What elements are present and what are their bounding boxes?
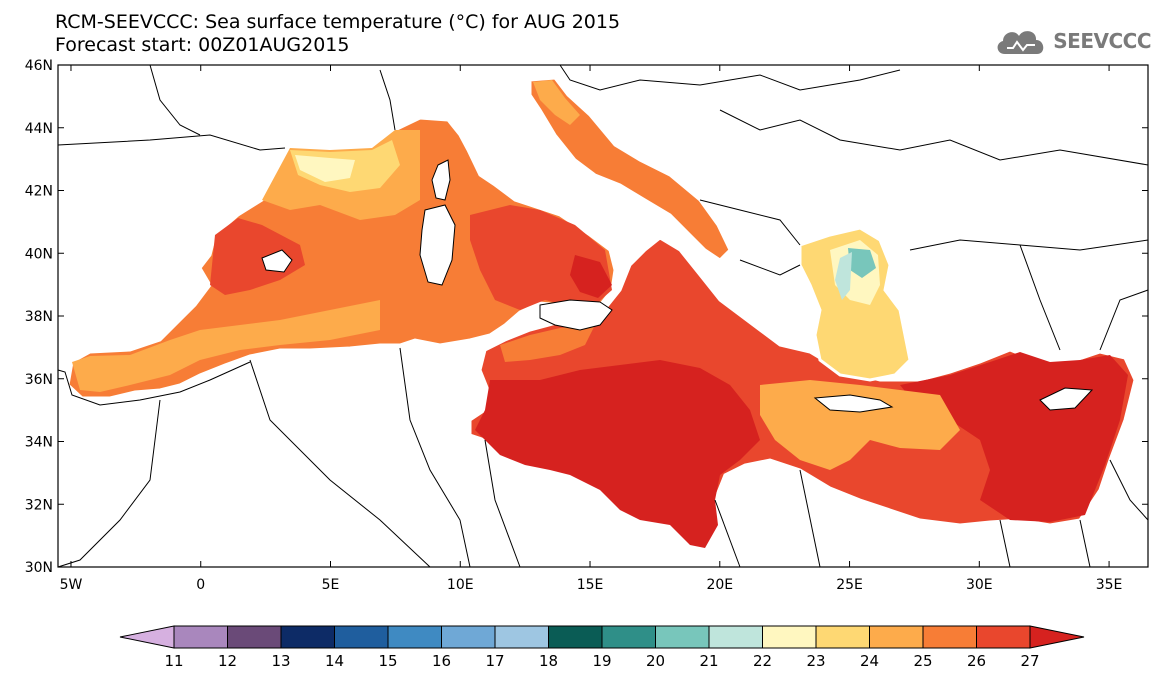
colorbar-label: 14 bbox=[325, 652, 344, 670]
lon-tick-label: 35E bbox=[1096, 577, 1123, 593]
south-crete-sst bbox=[760, 380, 960, 470]
colorbar-segment bbox=[708, 625, 763, 649]
colorbar-over-arrow bbox=[1029, 625, 1085, 649]
lat-tick-label: 32N bbox=[25, 497, 53, 513]
lat-tick-label: 34N bbox=[25, 435, 53, 451]
colorbar-label: 25 bbox=[913, 652, 932, 670]
aegean-sst bbox=[798, 226, 912, 382]
colorbar-label: 23 bbox=[806, 652, 825, 670]
colorbar-segment bbox=[173, 625, 228, 649]
sardinia-island bbox=[419, 204, 456, 286]
colorbar-label: 13 bbox=[271, 652, 290, 670]
colorbar-label: 16 bbox=[432, 652, 451, 670]
sea-surface-temperature-field bbox=[66, 76, 1137, 550]
lat-tick-label: 42N bbox=[25, 184, 53, 200]
cyprus-island bbox=[1039, 387, 1094, 411]
lon-tick-label: 30E bbox=[966, 577, 993, 593]
islands bbox=[261, 159, 1094, 413]
lat-tick-label: 46N bbox=[25, 58, 53, 74]
forecast-start-label: Forecast start: 00Z01AUG2015 bbox=[55, 34, 350, 56]
lon-tick-label: 20E bbox=[706, 577, 733, 593]
colorbar-label: 18 bbox=[539, 652, 558, 670]
logo-text: SEEVCCC bbox=[1053, 29, 1151, 53]
seevccc-logo: SEEVCCC bbox=[993, 24, 1151, 58]
central-hot-sst bbox=[475, 360, 760, 548]
colorbar-segment bbox=[227, 625, 282, 649]
gulf-of-lion-coolest-sst bbox=[295, 155, 355, 182]
colorbar-segment bbox=[494, 625, 549, 649]
colorbar-segment bbox=[334, 625, 389, 649]
adriatic-north-sst bbox=[533, 80, 580, 125]
colorbar-segment bbox=[655, 625, 710, 649]
aegean-north-sst bbox=[835, 252, 852, 300]
colorbar-label: 27 bbox=[1020, 652, 1039, 670]
lat-tick-label: 36N bbox=[25, 372, 53, 388]
colorbar-segment bbox=[976, 625, 1031, 649]
colorbar-segment bbox=[441, 625, 496, 649]
colorbar-segment bbox=[869, 625, 924, 649]
cloud-icon bbox=[997, 31, 1044, 54]
lat-tick-label: 30N bbox=[25, 560, 53, 576]
lon-tick-label: 0 bbox=[196, 577, 205, 593]
lon-tick-label: 15E bbox=[577, 577, 604, 593]
colorbar-segment bbox=[387, 625, 442, 649]
tyrrhenian-hot-sst bbox=[570, 255, 612, 298]
colorbar-label: 20 bbox=[646, 652, 665, 670]
lon-tick-label: 25E bbox=[836, 577, 863, 593]
colorbar-label: 26 bbox=[967, 652, 986, 670]
lat-tick-label: 40N bbox=[25, 246, 53, 262]
lat-tick-label: 38N bbox=[25, 309, 53, 325]
latitude-ticks: 46N 44N 42N 40N 38N 36N 34N 32N 30N bbox=[25, 58, 1148, 576]
sicily-channel-sst bbox=[500, 325, 595, 362]
balearic-warm-sst bbox=[210, 218, 305, 295]
colorbar-label: 12 bbox=[218, 652, 237, 670]
aegean-coolest-sst bbox=[848, 248, 876, 278]
adriatic-sst bbox=[528, 76, 732, 262]
colorbar-segment bbox=[922, 625, 977, 649]
colorbar-under-arrow bbox=[119, 625, 175, 649]
sicily-island bbox=[539, 299, 613, 331]
colorbar-segment bbox=[280, 625, 335, 649]
map-title: RCM-SEEVCCC: Sea surface temperature (°C… bbox=[55, 11, 621, 33]
lon-tick-label: 5E bbox=[322, 577, 340, 593]
longitude-ticks: 5W 0 5E 10E 15E 20E 25E 30E 35E bbox=[60, 65, 1123, 593]
colorbar-label: 21 bbox=[699, 652, 718, 670]
crete-island bbox=[813, 394, 894, 413]
colorbar-segment bbox=[548, 625, 603, 649]
lon-tick-label: 10E bbox=[447, 577, 474, 593]
coastlines-and-borders bbox=[57, 64, 1149, 568]
colorbar-segment bbox=[762, 625, 817, 649]
colorbar-label: 17 bbox=[485, 652, 504, 670]
lat-tick-label: 44N bbox=[25, 121, 53, 137]
alboran-sst bbox=[72, 300, 380, 392]
colorbar-label: 11 bbox=[164, 652, 183, 670]
colorbar-label: 19 bbox=[592, 652, 611, 670]
colorbar-label: 15 bbox=[378, 652, 397, 670]
colorbar-segment bbox=[601, 625, 656, 649]
colorbar-label: 22 bbox=[753, 652, 772, 670]
colorbar: 11 12 13 14 15 16 17 18 19 20 21 22 23 24 25 26 27 bbox=[119, 625, 1085, 670]
lon-tick-label: 5W bbox=[60, 577, 83, 593]
corsica-island bbox=[431, 159, 451, 201]
colorbar-label: 24 bbox=[860, 652, 879, 670]
colorbar-segment bbox=[815, 625, 870, 649]
mallorca-island bbox=[261, 249, 293, 273]
